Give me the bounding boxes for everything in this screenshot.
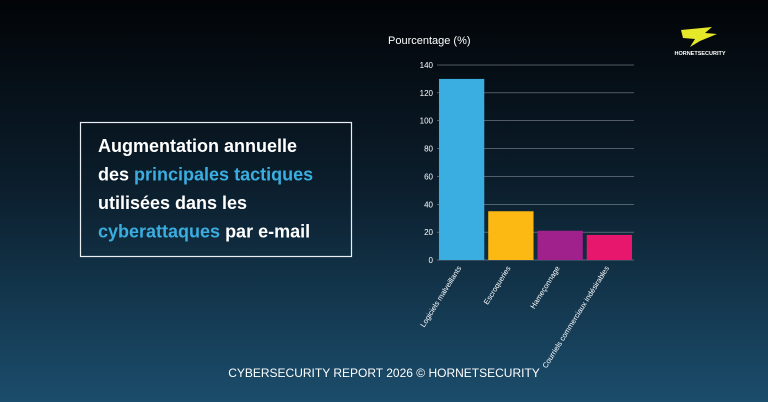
y-tick-label: 120 (420, 89, 434, 98)
headline-segment: principales tactiques (134, 165, 313, 185)
bar (488, 211, 534, 260)
headline-line: cyberattaques par e-mail (98, 222, 310, 242)
y-tick-label: 80 (424, 145, 433, 154)
y-tick-label: 0 (429, 256, 434, 265)
bar (537, 230, 583, 260)
y-axis-label: Pourcentage (%) (388, 35, 471, 47)
y-tick-label: 60 (424, 172, 433, 181)
y-tick-label: 100 (420, 117, 434, 126)
headline-segment: par e-mail (220, 222, 310, 242)
footer: CYBERSECURITY REPORT 2026 © HORNETSECURI… (228, 366, 540, 380)
headline-segment: cyberattaques (98, 222, 220, 242)
headline-segment: utilisées dans les (98, 193, 247, 213)
headline-line: Augmentation annuelle (98, 136, 297, 156)
y-tick-label: 140 (420, 61, 434, 70)
y-tick-label: 20 (424, 228, 433, 237)
headline-segment: des (98, 165, 134, 185)
logo-text: HORNETSECURITY (674, 51, 725, 57)
y-tick-label: 40 (424, 200, 433, 209)
headline-line: utilisées dans les (98, 193, 247, 213)
bar (586, 234, 633, 260)
headline-line: des principales tactiques (98, 165, 313, 185)
headline-segment: Augmentation annuelle (98, 136, 297, 156)
logo-icon (681, 27, 717, 47)
bar (438, 78, 485, 260)
headline-box (79, 121, 353, 258)
